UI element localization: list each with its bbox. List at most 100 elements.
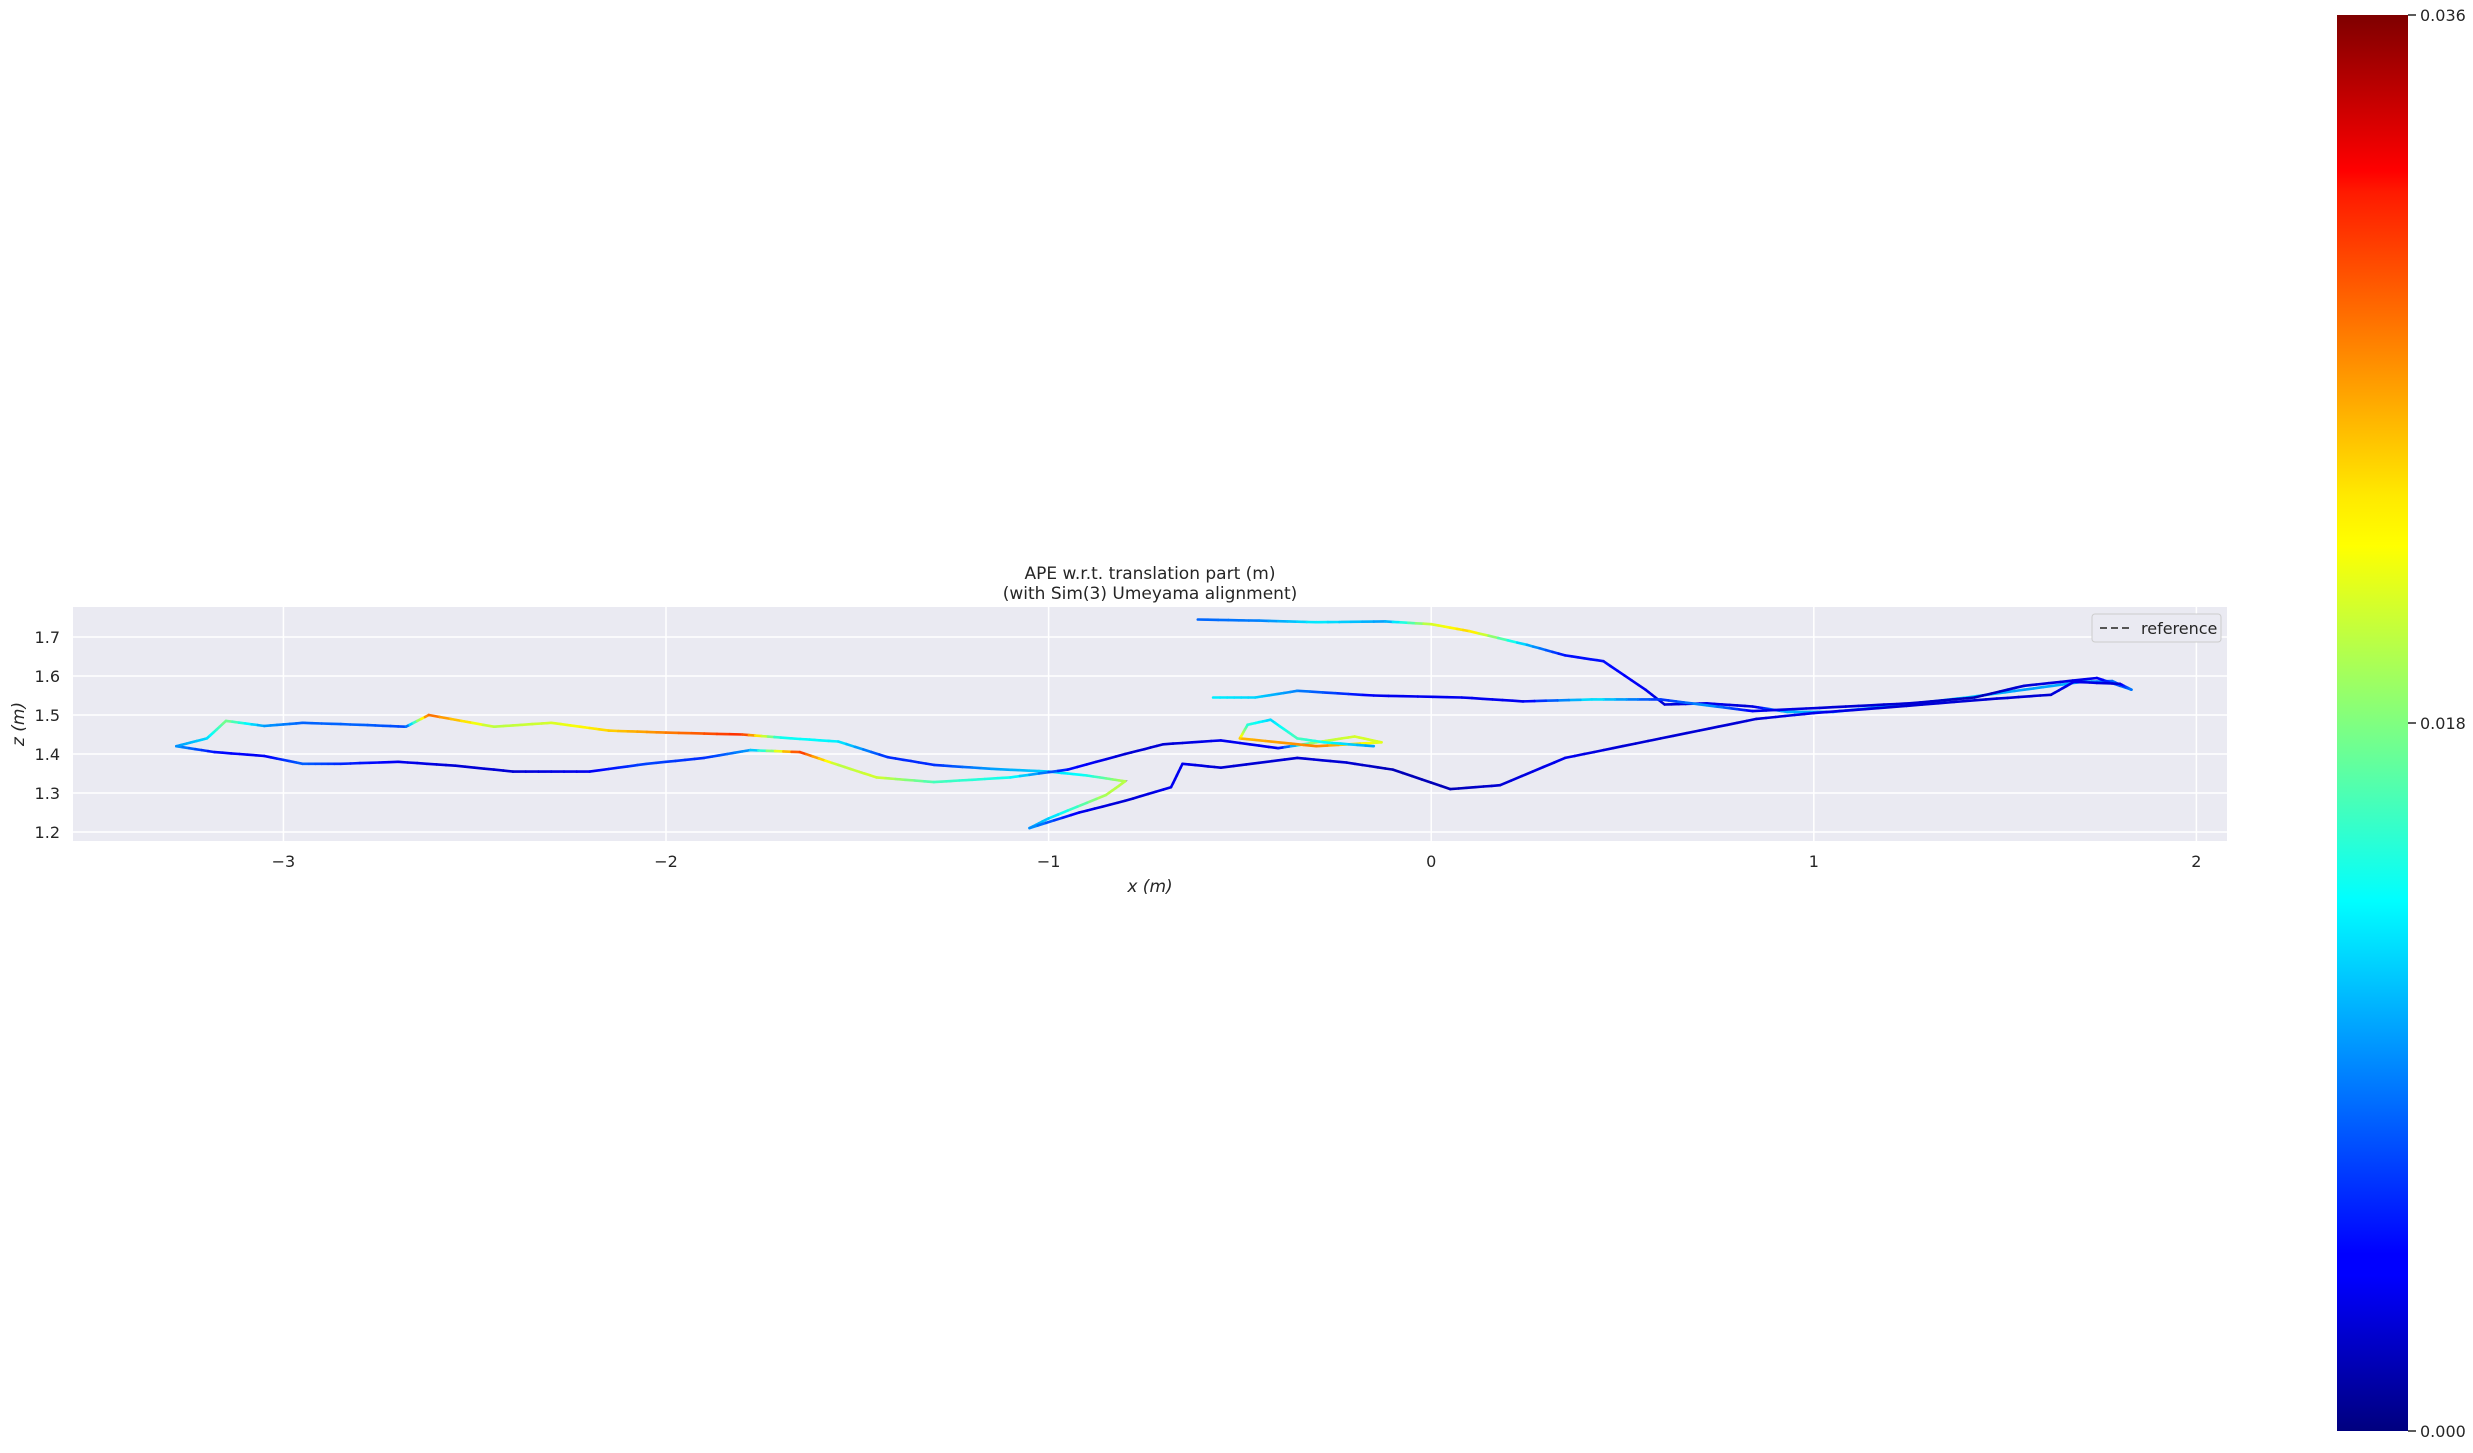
error-trajectory-segment (1672, 731, 1688, 738)
x-tick-label: −1 (1037, 852, 1061, 871)
error-trajectory-segment (1831, 705, 1847, 709)
error-trajectory-segment (1331, 741, 1342, 745)
error-trajectory-segment (473, 766, 486, 771)
error-trajectory-segment (1289, 742, 1305, 747)
error-trajectory-segment (1047, 769, 1060, 774)
error-trajectory-segment (607, 766, 620, 771)
error-trajectory-segment (1334, 691, 1350, 696)
trajectory-layer (175, 618, 2133, 830)
error-trajectory-segment (1582, 750, 1596, 756)
error-trajectory-segment (1520, 770, 1534, 778)
error-trajectory-segment (1685, 729, 1701, 735)
error-trajectory-segment (1229, 740, 1242, 745)
error-trajectory-segment (886, 755, 897, 760)
error-trajectory-segment (1516, 641, 1529, 647)
error-trajectory-segment (435, 763, 448, 767)
colorbar-ticks: 0.000 0.018 0.036 (2408, 6, 2466, 1441)
error-trajectory-segment (1053, 816, 1064, 822)
error-trajectory-segment (875, 776, 888, 780)
error-trajectory-segment (2038, 693, 2053, 697)
error-trajectory-segment (597, 767, 610, 772)
error-trajectory-segment (588, 768, 601, 773)
error-trajectory-segment (1882, 702, 1898, 706)
error-trajectory-segment (741, 748, 752, 753)
error-trajectory-segment (861, 748, 873, 754)
error-trajectory-segment (1276, 740, 1293, 745)
error-trajectory-segment (1646, 737, 1663, 743)
error-trajectory-segment (725, 751, 737, 756)
error-trajectory-segment (1181, 740, 1194, 745)
error-trajectory-segment (1028, 772, 1041, 777)
error-trajectory-segment (1219, 764, 1235, 770)
error-trajectory-segment (1952, 699, 1972, 704)
error-trajectory-segment (1936, 700, 1956, 705)
error-trajectory-segment (1359, 693, 1376, 697)
error-trajectory-segment (1951, 697, 1965, 701)
error-trajectory-segment (1296, 756, 1307, 761)
error-trajectory-segment (1573, 752, 1586, 758)
error-trajectory-segment (655, 760, 668, 765)
error-trajectory-segment (1369, 740, 1383, 745)
error-trajectory-segment (1511, 699, 1525, 703)
colorbar-tick-label: 0.000 (2420, 1422, 2466, 1441)
error-trajectory-segment (1470, 696, 1484, 701)
error-trajectory-segment (229, 752, 241, 756)
error-trajectory-segment (1347, 742, 1359, 747)
error-trajectory-segment (1114, 752, 1127, 758)
error-trajectory-segment (1190, 740, 1203, 744)
error-trajectory-segment (827, 739, 840, 743)
error-trajectory-segment (1468, 629, 1481, 635)
error-trajectory-segment (1487, 634, 1500, 640)
error-trajectory-segment (789, 736, 802, 741)
error-trajectory-segment (1104, 755, 1117, 761)
error-trajectory-segment (616, 765, 630, 770)
error-trajectory-segment (1905, 703, 1924, 708)
error-trajectory-segment (1920, 701, 1940, 706)
error-trajectory-segment (1989, 690, 2001, 695)
error-trajectory-segment (1745, 717, 1758, 723)
error-trajectory-segment (238, 752, 249, 757)
error-trajectory-segment (1315, 744, 1329, 748)
error-trajectory-segment (1592, 748, 1605, 754)
error-trajectory-segment (817, 738, 830, 743)
error-trajectory-segment (1630, 678, 1640, 687)
colorbar: 0.000 0.018 0.036 (2337, 6, 2466, 1441)
error-trajectory-segment (559, 722, 572, 727)
error-trajectory-segment (1131, 794, 1142, 800)
error-trajectory-segment (1270, 758, 1286, 763)
error-trajectory-segment (1283, 756, 1299, 761)
error-trajectory-segment (415, 761, 429, 766)
error-trajectory-segment (1889, 704, 1908, 709)
error-trajectory-segment (1774, 714, 1787, 719)
error-trajectory-segment (2042, 684, 2055, 689)
error-trajectory-segment (1850, 707, 1867, 712)
error-trajectory-segment (254, 753, 266, 758)
error-trajectory-segment (2017, 694, 2031, 699)
error-trajectory-segment (1308, 690, 1325, 694)
error-trajectory-segment (1506, 638, 1519, 644)
error-trajectory-segment (1973, 694, 1985, 699)
error-trajectory-segment (1783, 713, 1796, 718)
error-trajectory-segment (1838, 708, 1854, 713)
error-trajectory-segment (521, 722, 534, 727)
error-trajectory-segment (1491, 698, 1504, 702)
error-trajectory-segment (1793, 712, 1806, 717)
error-trajectory-segment (221, 751, 233, 755)
error-trajectory-segment (1312, 758, 1324, 762)
error-trajectory-segment (2006, 686, 2018, 692)
error-trajectory-segment (1940, 698, 1955, 702)
error-trajectory-segment (1391, 768, 1404, 775)
error-trajectory-segment (1929, 699, 1944, 703)
error-trajectory-segment (1778, 707, 1795, 712)
error-trajectory-segment (1066, 805, 1079, 812)
error-trajectory-segment (2028, 694, 2042, 698)
error-trajectory-segment (1154, 788, 1165, 794)
error-trajectory-segment (1477, 632, 1490, 638)
error-trajectory-segment (1036, 821, 1048, 827)
error-trajectory-segment (2022, 687, 2036, 692)
error-trajectory-segment (1602, 746, 1615, 752)
error-trajectory-segment (1257, 759, 1274, 765)
error-trajectory-segment (2035, 681, 2050, 686)
error-trajectory-segment (1302, 743, 1318, 748)
error-trajectory-segment (1563, 754, 1576, 760)
